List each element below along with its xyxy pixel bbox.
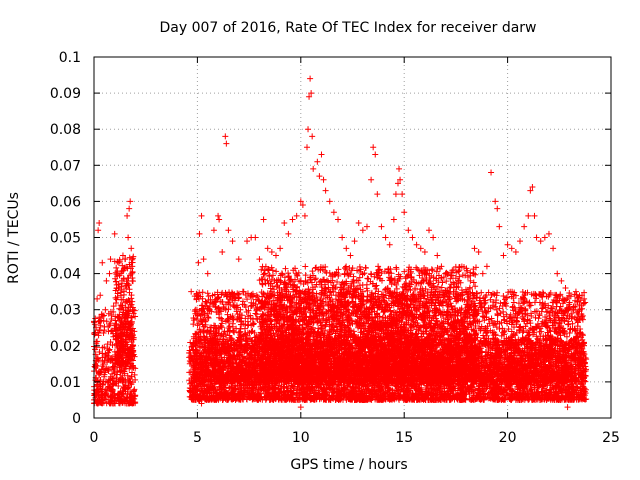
data-point <box>132 313 139 320</box>
data-point <box>128 373 135 380</box>
data-point <box>115 378 122 385</box>
data-point <box>129 278 136 285</box>
data-point <box>94 386 101 393</box>
data-point <box>109 364 116 371</box>
data-point <box>104 359 111 366</box>
data-point <box>119 377 126 384</box>
data-point <box>106 347 113 354</box>
data-point <box>109 370 116 377</box>
data-point <box>103 318 110 325</box>
data-point <box>102 396 109 403</box>
data-point <box>132 365 139 372</box>
data-point <box>107 320 114 327</box>
data-point <box>91 321 98 328</box>
data-point <box>132 376 139 383</box>
data-point <box>99 363 106 370</box>
chart-title: Day 007 of 2016, Rate Of TEC Index for r… <box>159 20 536 36</box>
data-point <box>101 323 108 330</box>
data-point <box>102 378 109 385</box>
data-point <box>91 331 98 338</box>
data-point <box>99 344 106 351</box>
data-point <box>131 371 138 378</box>
data-point <box>131 386 138 393</box>
data-point <box>105 352 112 359</box>
data-point <box>98 388 105 395</box>
data-points <box>91 75 590 411</box>
data-point <box>113 264 120 271</box>
data-point <box>97 322 104 329</box>
data-point <box>107 377 114 384</box>
